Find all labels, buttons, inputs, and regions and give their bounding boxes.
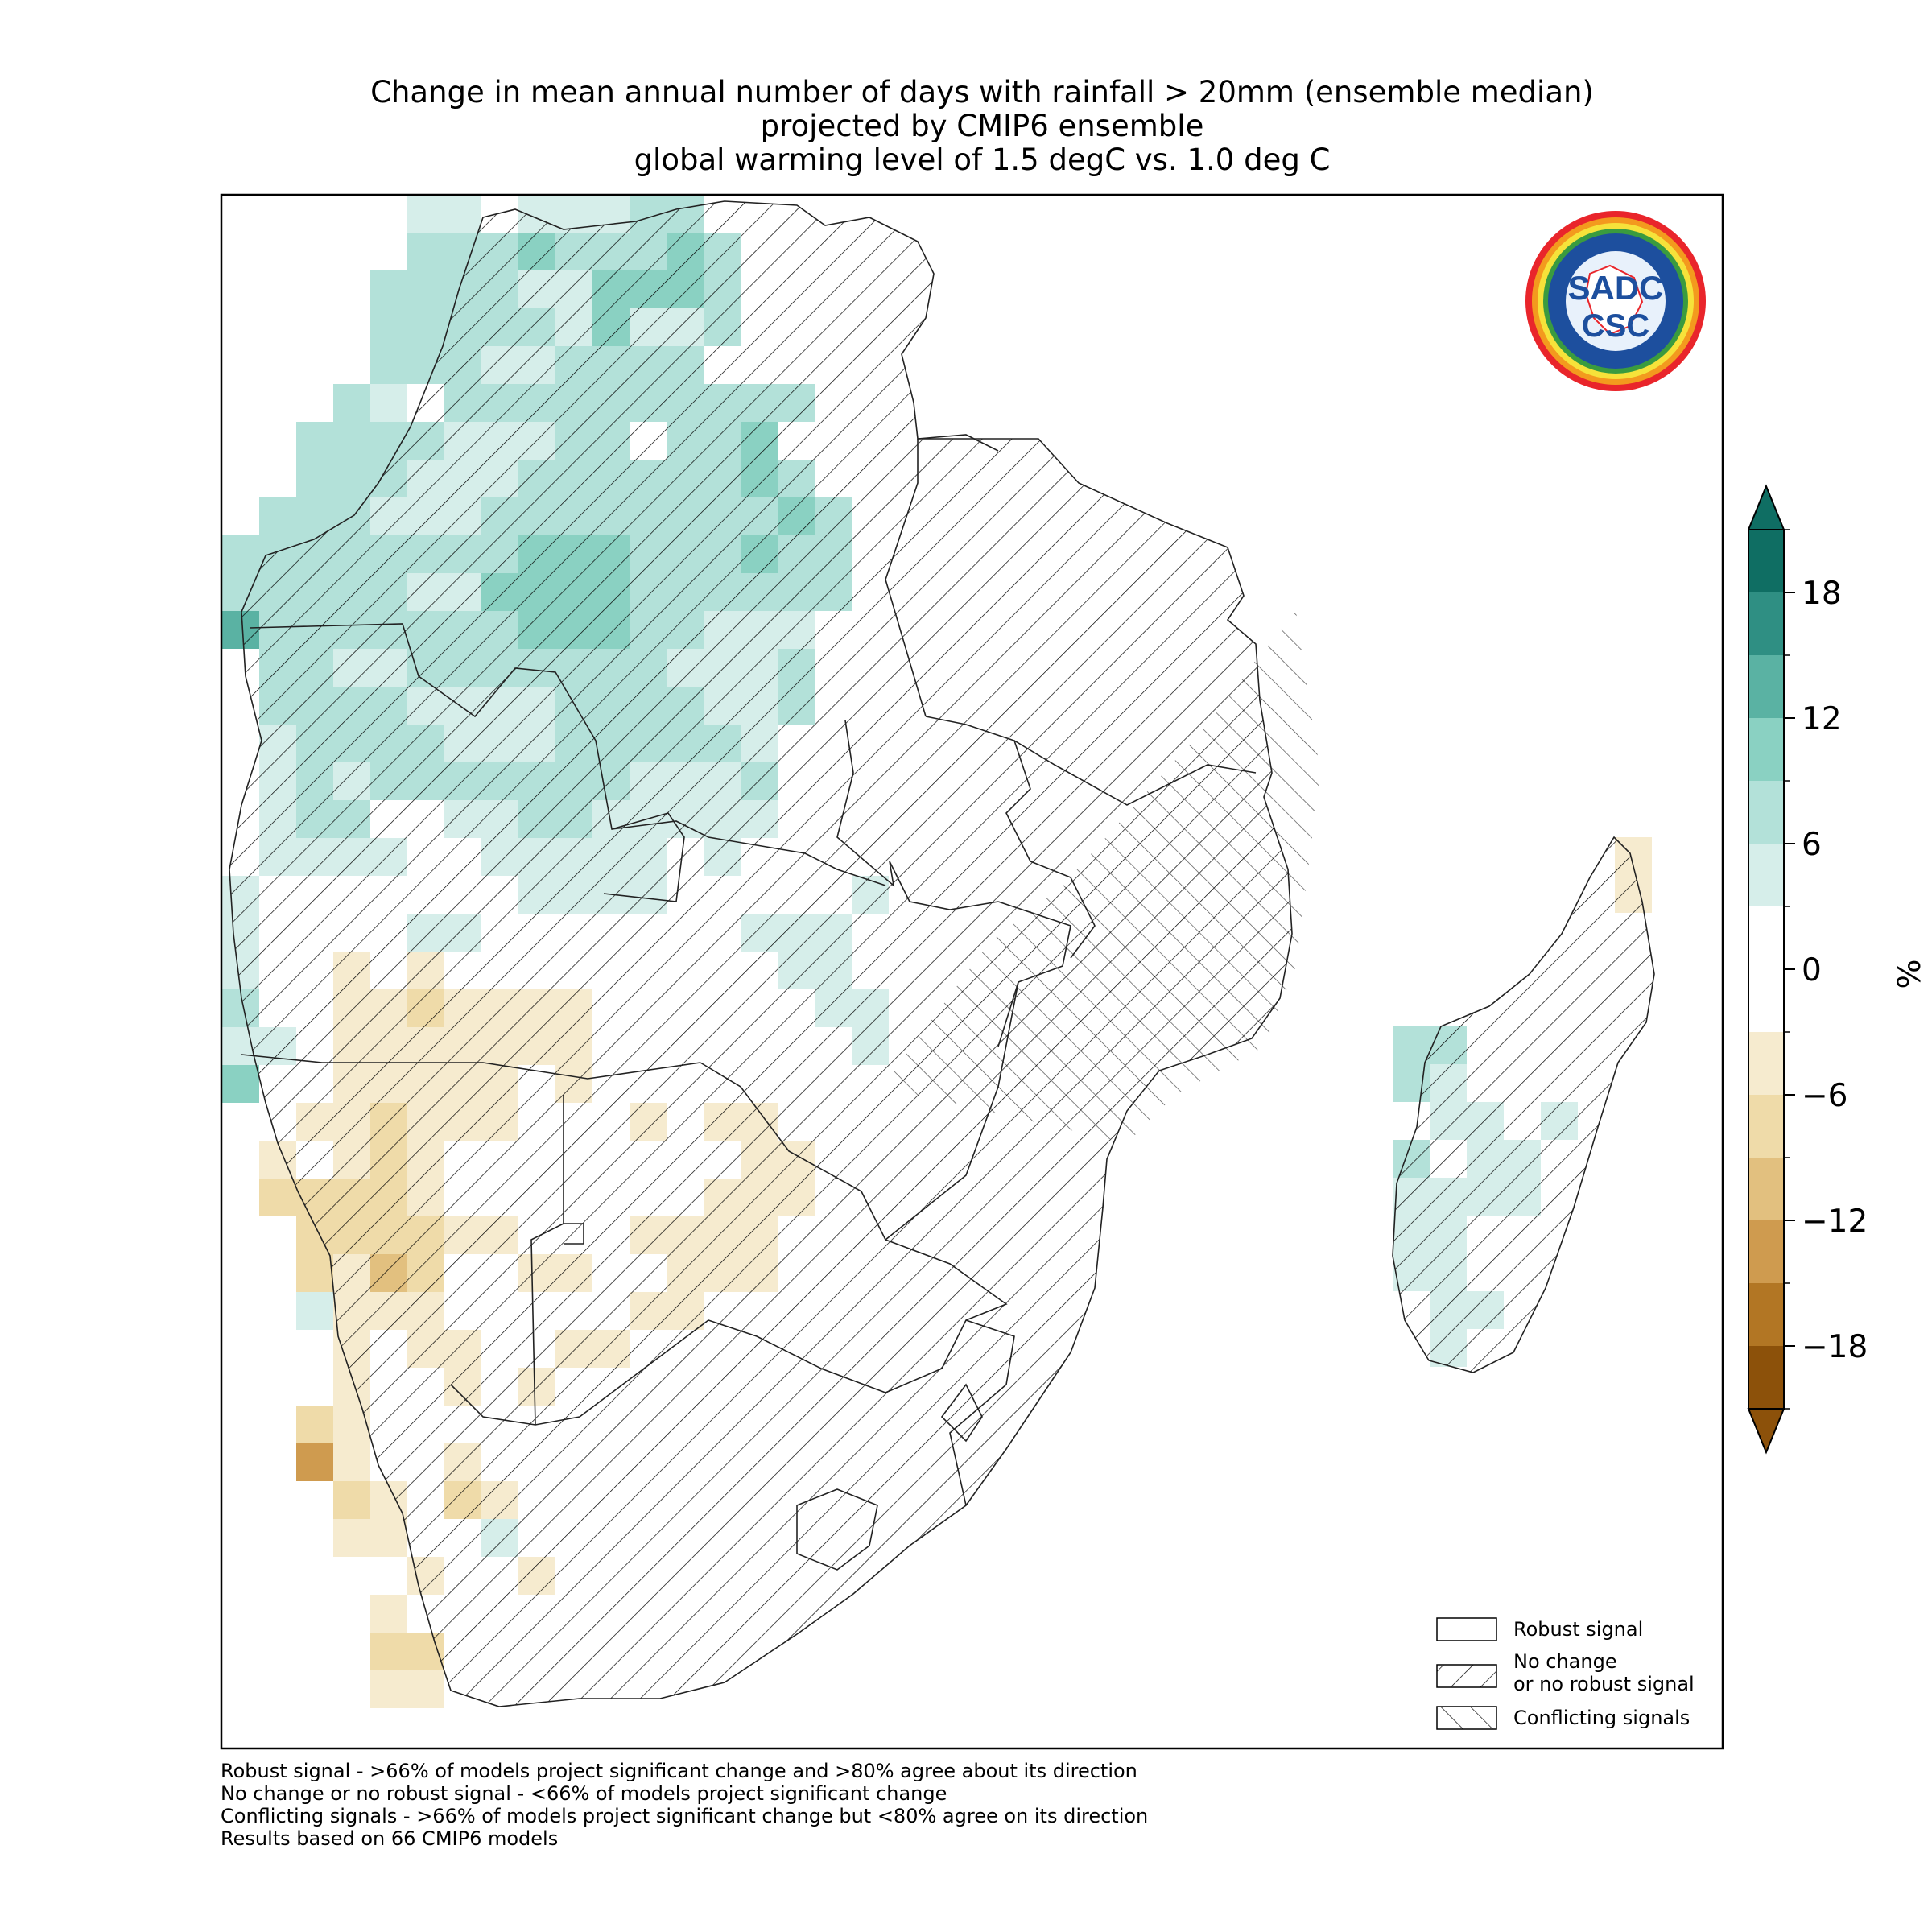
logo-sadc-text: SADC <box>1567 269 1663 307</box>
colorbar-tick-label: −12 <box>1802 1203 1868 1240</box>
colorbar-bin <box>1748 1095 1784 1158</box>
footnote-models: Results based on 66 CMIP6 models <box>221 1827 559 1850</box>
grid-cell <box>333 1481 370 1519</box>
colorbar-bin <box>1748 592 1784 655</box>
grid-cell <box>333 1519 407 1557</box>
colorbar-bin <box>1748 906 1784 1032</box>
legend-nochange-label-2: or no robust signal <box>1513 1673 1695 1695</box>
colorbar-bin <box>1748 1346 1784 1409</box>
legend-conflicting-swatch <box>1436 1706 1497 1730</box>
colorbar-max-extension <box>1747 484 1785 530</box>
legend-robust-swatch <box>1436 1617 1497 1641</box>
grid-cell <box>370 1670 444 1708</box>
footnote-nochange: No change or no robust signal - <66% of … <box>221 1782 947 1805</box>
grid-cell <box>407 195 481 233</box>
grid-cell <box>333 384 370 422</box>
colorbar-min-extension <box>1747 1408 1785 1455</box>
colorbar-bin <box>1748 1158 1784 1220</box>
legend-conflicting-label: Conflicting signals <box>1513 1707 1690 1729</box>
grid-cell <box>370 384 407 422</box>
colorbar-tick-label: −6 <box>1802 1078 1848 1114</box>
grid-cell <box>296 1292 333 1330</box>
grid-cell <box>370 1595 407 1633</box>
colorbar-bin <box>1748 1032 1784 1095</box>
colorbar-unit-label: % <box>1892 959 1928 989</box>
map-frame <box>220 193 1724 1750</box>
grid-cell <box>296 422 370 460</box>
colorbar-tick-label: 18 <box>1802 576 1842 612</box>
grid-cell <box>370 1633 444 1670</box>
colorbar-bin <box>1748 530 1784 592</box>
footnote-conflicting: Conflicting signals - >66% of models pro… <box>221 1805 1149 1827</box>
legend-nochange-label-1: No change <box>1513 1650 1617 1673</box>
title-line-3: global warming level of 1.5 degC vs. 1.0… <box>634 142 1331 177</box>
conflicting-signal-hatching <box>881 612 1320 1143</box>
title-line-1: Change in mean annual number of days wit… <box>370 75 1594 109</box>
colorbar-tick-label: −18 <box>1802 1329 1868 1365</box>
grid-cell <box>296 1406 333 1443</box>
grid-cell <box>333 1443 370 1481</box>
colorbar-bin <box>1748 655 1784 718</box>
country-borders <box>229 200 1655 1707</box>
legend-robust-label: Robust signal <box>1513 1618 1643 1641</box>
grid-cell <box>222 1065 259 1103</box>
colorbar-bin <box>1748 781 1784 844</box>
logo-csc-text: CSC <box>1582 308 1649 344</box>
legend-nochange-swatch <box>1436 1664 1497 1688</box>
grid-cell <box>259 497 296 535</box>
hatch-legend: Robust signal No change or no robust sig… <box>1436 1617 1695 1730</box>
colorbar-tick-label: 12 <box>1802 701 1842 737</box>
colorbar-tick-label: 0 <box>1802 952 1822 989</box>
grid-cell <box>296 1254 333 1292</box>
colorbar-bin <box>1748 718 1784 781</box>
sadc-csc-logo: SADC CSC <box>1525 211 1706 391</box>
colorbar-tick-label: 6 <box>1802 827 1822 863</box>
title-line-2: projected by CMIP6 ensemble <box>760 109 1204 143</box>
colorbar-bin <box>1748 1283 1784 1346</box>
grid-cell <box>407 233 444 270</box>
colorbar: 18 12 6 0 −6 −12 −18 <box>1747 484 1868 1455</box>
colorbar-bin <box>1748 1220 1784 1283</box>
footnotes: Robust signal - >66% of models project s… <box>221 1760 1148 1850</box>
map-title: Change in mean annual number of days wit… <box>221 76 1743 177</box>
grid-cell <box>296 1443 333 1481</box>
grid-cell <box>222 535 259 573</box>
footnote-robust: Robust signal - >66% of models project s… <box>221 1760 1137 1782</box>
colorbar-bin <box>1748 844 1784 906</box>
